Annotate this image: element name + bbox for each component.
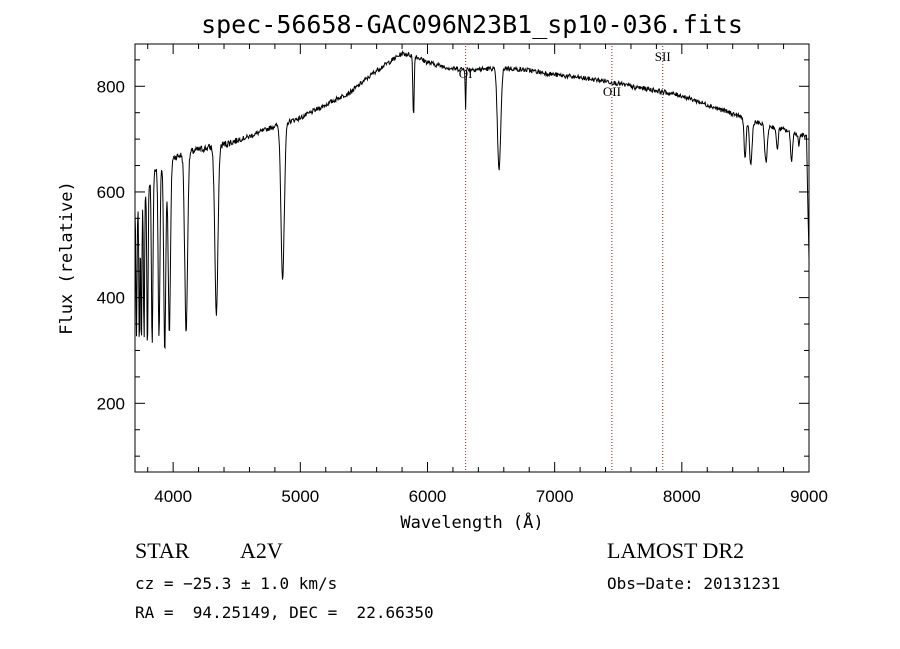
x-tick-label: 6000 [409, 487, 447, 506]
chart-title: spec-56658-GAC096N23B1_sp10-036.fits [201, 10, 743, 39]
y-tick-label: 200 [97, 394, 125, 413]
redshift-text: cz = −25.3 ± 1.0 km/s [135, 574, 338, 593]
x-tick-labels: 4000 5000 6000 7000 8000 9000 [154, 487, 828, 506]
object-subclass: A2V [240, 538, 283, 563]
y-axis-label: Flux (relative) [57, 181, 77, 335]
spectrum-line [134, 49, 810, 350]
axis-ticks [135, 44, 810, 472]
y-tick-label: 800 [97, 77, 125, 96]
line-marker-label: OII [603, 84, 621, 99]
x-tick-label: 8000 [663, 487, 701, 506]
object-type: STAR [135, 538, 190, 563]
x-tick-label: 4000 [154, 487, 192, 506]
y-tick-labels: 200 400 600 800 [97, 77, 125, 413]
obs-date-text: Obs−Date: 20131231 [607, 574, 781, 593]
survey-label: LAMOST DR2 [607, 538, 745, 563]
line-marker-label: SII [655, 49, 671, 64]
x-tick-label: 7000 [536, 487, 574, 506]
y-tick-label: 400 [97, 289, 125, 308]
x-axis-label: Wavelength (Å) [400, 511, 543, 533]
plot-frame [134, 43, 810, 473]
y-tick-label: 600 [97, 183, 125, 202]
x-tick-label: 5000 [281, 487, 319, 506]
x-tick-label: 9000 [790, 487, 828, 506]
coordinates-text: RA = 94.25149, DEC = 22.66350 [135, 603, 434, 622]
